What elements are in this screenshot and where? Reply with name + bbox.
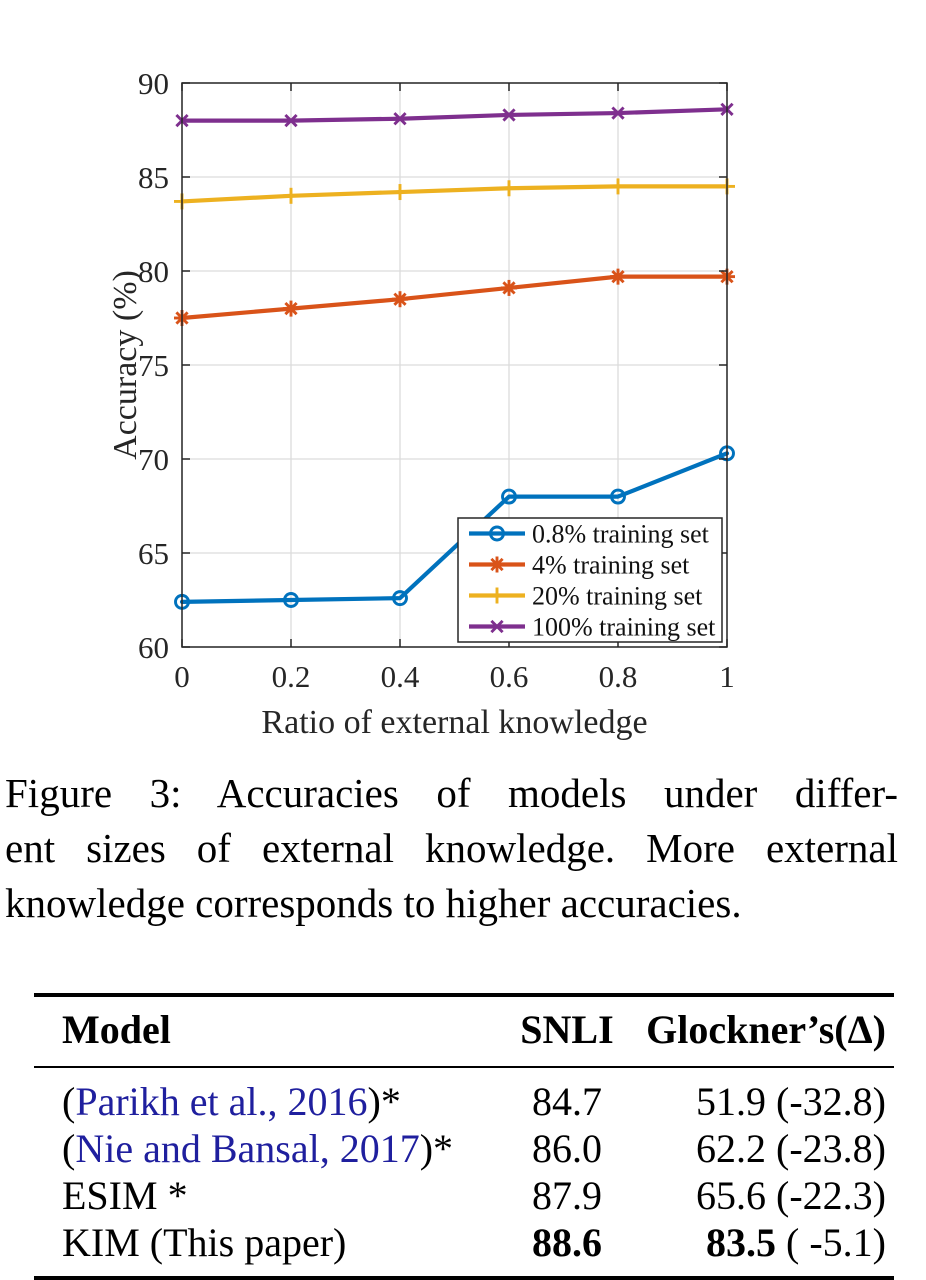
svg-text:0.4: 0.4	[381, 659, 420, 694]
svg-text:75: 75	[138, 348, 169, 383]
col-header-snli: SNLI	[492, 995, 642, 1068]
svg-text:65: 65	[138, 536, 169, 571]
glockner-score: 51.9 (-32.8)	[642, 1067, 894, 1125]
glockner-delta: (-22.3)	[766, 1173, 886, 1218]
model-cell: KIM (This paper)	[62, 1220, 347, 1265]
svg-text:85: 85	[138, 160, 169, 195]
figure-caption: Figure 3: Accuracies of models under dif…	[5, 766, 898, 931]
chart-tick-labels: 0 0.2 0.4 0.6 0.8 1 60 65 70 75 80 85 90	[138, 66, 735, 694]
glockner-delta: ( -5.1)	[776, 1220, 886, 1265]
glockner-value: 65.6	[696, 1173, 767, 1218]
citation-link[interactable]: Parikh et al., 2016	[75, 1079, 368, 1124]
svg-text:60: 60	[138, 630, 169, 665]
caption-line: knowledge corresponds to higher accuraci…	[5, 880, 742, 926]
model-cell: ESIM *	[62, 1173, 188, 1218]
col-header-glockner: Glockner’s(Δ)	[642, 995, 894, 1068]
glockner-score: 62.2 (-23.8)	[642, 1125, 894, 1172]
snli-score: 86.0	[532, 1126, 602, 1171]
figure-3-chart: 0 0.2 0.4 0.6 0.8 1 60 65 70 75 80 85 90 Ratio of ext…	[107, 66, 735, 741]
table-row: KIM (This paper) 88.6 83.5 ( -5.1)	[34, 1219, 894, 1278]
legend-label: 20% training set	[532, 582, 703, 611]
chart-series-1	[174, 268, 735, 326]
model-cell: (Nie and Bansal, 2017)*	[62, 1126, 454, 1171]
legend-label: 0.8% training set	[532, 520, 710, 549]
chart-series-3	[175, 102, 734, 128]
glockner-value: 51.9	[696, 1079, 767, 1124]
svg-text:90: 90	[138, 66, 169, 101]
glockner-value: 62.2	[696, 1126, 767, 1171]
table-header-row: Model SNLI Glockner’s(Δ)	[34, 995, 894, 1068]
snli-score: 87.9	[532, 1173, 602, 1218]
table-row: (Nie and Bansal, 2017)* 86.0 62.2 (-23.8)	[34, 1125, 894, 1172]
citation-link[interactable]: Nie and Bansal, 2017	[75, 1126, 420, 1171]
caption-line: Figure 3: Accuracies of models under dif…	[5, 770, 898, 816]
snli-score: 84.7	[532, 1079, 602, 1124]
chart-ylabel: Accuracy (%)	[107, 270, 144, 460]
glockner-score: 65.6 (-22.3)	[642, 1172, 894, 1219]
glockner-delta: (-32.8)	[766, 1079, 886, 1124]
glockner-delta: (-23.8)	[766, 1126, 886, 1171]
snli-score: 88.6	[532, 1220, 602, 1265]
svg-text:70: 70	[138, 442, 169, 477]
col-header-model: Model	[34, 995, 492, 1068]
legend-label: 100% training set	[532, 613, 716, 642]
chart-xlabel: Ratio of external knowledge	[261, 704, 647, 741]
model-cell: (Parikh et al., 2016)*	[62, 1079, 401, 1124]
svg-text:0.6: 0.6	[490, 659, 529, 694]
results-table: Model SNLI Glockner’s(Δ) (Parikh et al.,…	[34, 993, 894, 1280]
chart-svg: 0 0.2 0.4 0.6 0.8 1 60 65 70 75 80 85 90 Ratio of ext…	[107, 66, 735, 741]
chart-series-2	[174, 178, 735, 210]
table-row: ESIM * 87.9 65.6 (-22.3)	[34, 1172, 894, 1219]
svg-text:1: 1	[719, 659, 735, 694]
caption-line: ent sizes of external knowledge. More ex…	[5, 825, 898, 871]
svg-text:80: 80	[138, 254, 169, 289]
glockner-score: 83.5 ( -5.1)	[642, 1219, 894, 1278]
results-table-wrap: Model SNLI Glockner’s(Δ) (Parikh et al.,…	[34, 993, 894, 1280]
chart-axes	[181, 82, 728, 648]
legend-label: 4% training set	[532, 551, 690, 580]
svg-text:0.8: 0.8	[599, 659, 638, 694]
svg-text:0: 0	[174, 659, 190, 694]
glockner-value: 83.5	[706, 1220, 777, 1265]
table-row: (Parikh et al., 2016)* 84.7 51.9 (-32.8)	[34, 1067, 894, 1125]
svg-text:0.2: 0.2	[272, 659, 311, 694]
results-table-body: (Parikh et al., 2016)* 84.7 51.9 (-32.8) (N…	[34, 1067, 894, 1278]
